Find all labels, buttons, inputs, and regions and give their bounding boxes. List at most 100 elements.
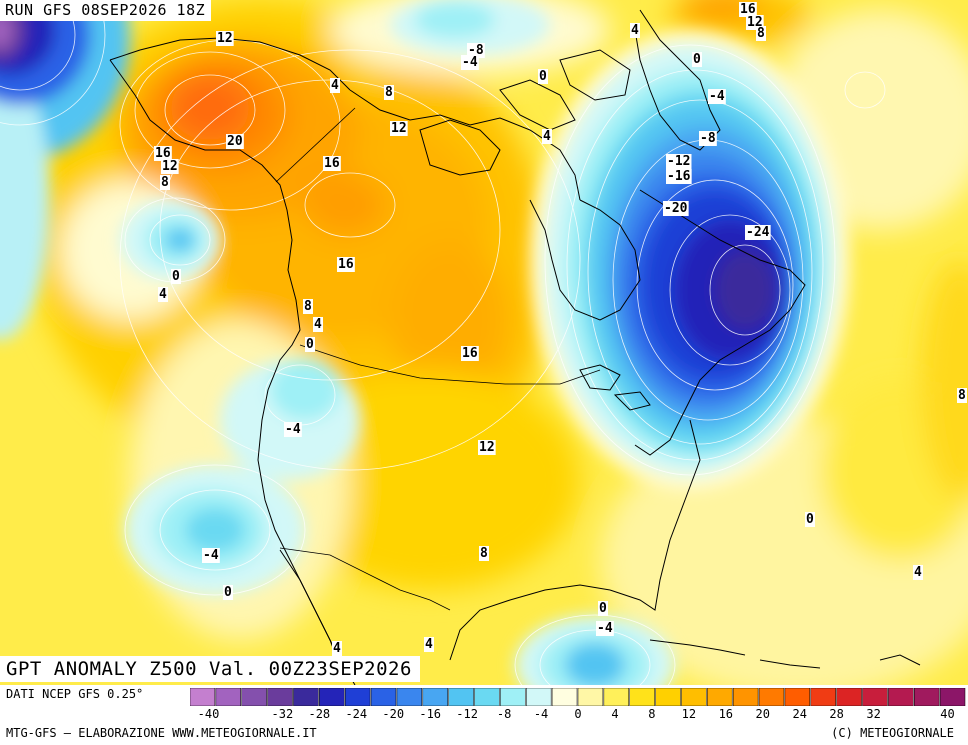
contour-label: 12 [479,440,495,455]
colorbar-tick-label: 0 [574,707,582,721]
contour-label-bg [305,337,315,352]
colorbar-swatch [577,688,604,706]
contour-label-bg [598,601,608,616]
data-source-label: DATI NCEP GFS 0.25° [6,687,144,701]
contour-label: -16 [667,169,691,184]
contour-label: 8 [161,175,169,190]
colorbar-swatch [629,688,655,706]
contour-label: -4 [203,548,219,563]
colorbar-tick-label: -4 [533,707,549,721]
contour-label-bg [745,225,771,240]
contour-label: -4 [462,55,478,70]
contour-label: 16 [155,146,171,161]
contour-label: 8 [385,85,393,100]
contour-label: -4 [285,422,301,437]
contour-label-bg [424,637,434,652]
colorbar-tick-label: 4 [611,707,619,721]
colorbar-swatch [551,688,578,706]
contour-label-bg [313,317,323,332]
contour-label-bg [161,159,179,174]
contour-label-bg [158,287,168,302]
contour-label: 12 [217,31,233,46]
contour-label-bg [303,299,313,314]
colorbar-tick-label: 12 [681,707,697,721]
contour-label: 16 [338,257,354,272]
contour-label: -8 [700,131,716,146]
colorbar-tick-label: 20 [755,707,770,721]
colorbar-swatch [267,688,293,706]
colorbar-swatch [939,688,966,706]
colorbar-tick-labels: -40 -32 -28 -24 -20 -16 -12 -8 -4 0 4 8 12 16 20 24 28 32… [0,707,968,723]
contour-label: 4 [631,23,639,38]
colorbar-swatch [500,688,526,706]
colorbar-tick-label: 24 [792,707,807,721]
colorbar-swatch [888,688,914,706]
contour-label-bg [226,134,244,149]
colorbar-tick-label: -8 [496,707,512,721]
anomaly-map: 16 12 8 12 20 16 12 8 0 4 4 8 12 16 16 8… [0,0,968,685]
colorbar-swatch [370,688,397,706]
contour-labels: 16 12 8 12 20 16 12 8 0 4 4 8 12 16 16 8… [154,2,967,656]
contour-label-bg [708,89,726,104]
contour-label: -12 [667,154,690,169]
colorbar-swatch [526,688,552,706]
colorbar-swatch [914,688,940,706]
contour-label-bg [337,257,355,272]
colorbar-swatch [293,688,319,706]
colorbar-swatch [241,688,267,706]
colorbar-tick-label: -16 [419,707,442,721]
colorbar-swatch [810,688,836,706]
contour-label: 0 [539,69,547,84]
contour-label-bg [461,55,479,70]
contour-label-bg [330,78,340,93]
contour-label-bg [699,131,717,146]
contour-label: 4 [425,637,433,652]
contour-label-bg [542,129,552,144]
contour-label-bg [692,52,702,67]
contour-label-bg [390,121,408,136]
contour-label: 16 [462,346,478,361]
colorbar-swatch [344,688,371,706]
contour-label: 8 [480,546,488,561]
contour-label: 8 [958,388,966,403]
colorbar-tick-label: 28 [829,707,844,721]
colorbar-tick-label: 16 [718,707,734,721]
colorbar-tick-label: 40 [940,707,955,721]
contour-label-bg [154,146,172,161]
colorbar-swatch [448,688,474,706]
contour-label: 0 [172,269,180,284]
contour-label: 0 [693,52,701,67]
contour-label-bg [630,23,640,38]
contour-label: 4 [159,287,167,302]
colorbar-swatch [215,688,241,706]
contour-label: 12 [162,159,178,174]
run-label: RUN GFS 08SEP2026 18Z [0,0,212,21]
contour-label: 4 [333,641,341,656]
colorbar-tick-label: -40 [197,707,220,721]
contour-label-bg [332,641,342,656]
contour-label: -20 [664,201,688,216]
colorbar-swatch [862,688,888,706]
contour-label: 16 [740,2,756,17]
colorbar-swatch [474,688,500,706]
contour-label: 8 [757,26,765,41]
contour-label-bg [384,85,394,100]
credit-right: (C) METEOGIORNALE [831,726,954,740]
colorbar-swatch [319,688,345,706]
contour-label: 0 [806,512,814,527]
contour-label-bg [223,585,233,600]
contour-label-bg [663,201,689,216]
map-title: GPT ANOMALY Z500 Val. 00Z23SEP2026 [0,656,420,682]
colorbar-swatch [707,688,733,706]
contour-label: 8 [304,299,312,314]
contour-label-bg [202,548,220,563]
colorbar-swatch [732,688,759,706]
contour-label-bg [461,346,479,361]
contour-label-bg [666,154,692,169]
colorbar-swatch [784,688,811,706]
contour-label-bg [666,169,692,184]
contour-label-bg [467,43,485,58]
contour-label-bg [323,156,341,171]
contour-label: 4 [543,129,551,144]
contour-label: -24 [746,225,770,240]
